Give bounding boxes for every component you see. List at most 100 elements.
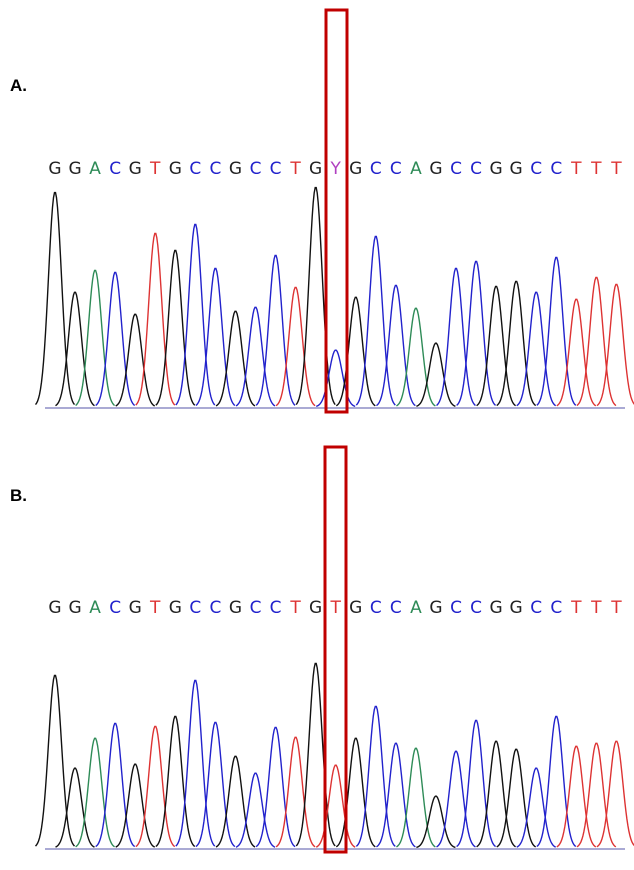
- trace-peak: [34, 674, 76, 847]
- base-call: C: [209, 598, 221, 618]
- trace-peak: [516, 767, 557, 848]
- base-call: A: [89, 598, 101, 618]
- trace-peak: [476, 285, 517, 407]
- base-call: A: [89, 159, 101, 179]
- trace-peak: [335, 296, 376, 407]
- trace-peak: [175, 679, 216, 847]
- trace-peak: [436, 267, 476, 407]
- traces: G G A C G T G C C G C C T G Y G C C A G C C G G C C T T TG G A C G T G C C G C…: [34, 159, 634, 850]
- base-call: G: [510, 159, 523, 179]
- base-call: C: [109, 598, 121, 618]
- trace-peak: [496, 748, 537, 848]
- trace-peak: [436, 750, 476, 848]
- base-call: C: [450, 598, 462, 618]
- trace-peak: [155, 249, 196, 406]
- trace-peak: [135, 725, 176, 848]
- base-call: G: [169, 159, 182, 179]
- base-call: T: [149, 598, 161, 618]
- base-call: C: [390, 598, 402, 618]
- base-call: T: [289, 159, 301, 179]
- base-call: C: [109, 159, 121, 179]
- trace-peak: [396, 307, 436, 407]
- base-call: C: [250, 598, 262, 618]
- base-call: G: [309, 598, 322, 618]
- trace-peak: [95, 271, 136, 407]
- base-call: C: [270, 159, 282, 179]
- trace-peak: [396, 747, 436, 848]
- trace-peak: [456, 719, 497, 848]
- trace-peak: [115, 763, 156, 848]
- trace-peak: [355, 235, 396, 406]
- trace-peak: [215, 310, 256, 407]
- trace-peak: [34, 191, 76, 406]
- base-call: G: [429, 598, 442, 618]
- trace-peak: [476, 740, 517, 848]
- base-call: T: [330, 598, 342, 618]
- base-call: G: [429, 159, 442, 179]
- base-call: C: [189, 159, 201, 179]
- base-call: A: [410, 159, 422, 179]
- highlight-box: [324, 8, 349, 414]
- trace-peak: [556, 745, 597, 848]
- trace-peak: [175, 223, 216, 406]
- base-call: C: [270, 598, 282, 618]
- base-call: C: [530, 159, 542, 179]
- base-call: C: [470, 598, 482, 618]
- trace-peak: [195, 721, 236, 848]
- panel-label: B.: [10, 486, 27, 505]
- trace-peak: [355, 705, 396, 847]
- base-call: C: [370, 598, 382, 618]
- trace-peak: [95, 722, 136, 848]
- trace-peak: [315, 349, 356, 408]
- trace-peak: [576, 276, 617, 407]
- base-call: G: [229, 159, 242, 179]
- base-call: C: [550, 598, 562, 618]
- base-call: C: [189, 598, 201, 618]
- base-call: G: [349, 598, 362, 618]
- trace-peak: [596, 740, 634, 848]
- trace-peak: [235, 772, 276, 848]
- trace-peak: [275, 286, 316, 407]
- trace-peak: [135, 232, 176, 406]
- trace-peak: [516, 291, 557, 407]
- trace-peak: [596, 283, 634, 407]
- trace-peak: [235, 306, 276, 407]
- trace-peak: [255, 254, 296, 406]
- trace-peak: [55, 291, 95, 407]
- trace-peak: [215, 755, 256, 848]
- base-call: C: [530, 598, 542, 618]
- base-call: C: [250, 159, 262, 179]
- base-call: G: [349, 159, 362, 179]
- trace-peak: [315, 764, 356, 848]
- trace-peak: [536, 715, 577, 848]
- trace-peak: [556, 298, 597, 407]
- panel-label: A.: [10, 76, 27, 95]
- base-call: T: [570, 598, 582, 618]
- base-call: T: [610, 598, 622, 618]
- base-call: T: [289, 598, 301, 618]
- trace-peak: [416, 342, 456, 407]
- trace-peak: [75, 269, 116, 407]
- base-call: G: [229, 598, 242, 618]
- trace-peak: [456, 260, 497, 406]
- base-call: T: [149, 159, 161, 179]
- base-call: C: [470, 159, 482, 179]
- trace-peak: [55, 767, 95, 848]
- base-call: C: [209, 159, 221, 179]
- base-call: G: [129, 159, 142, 179]
- base-call: A: [410, 598, 422, 618]
- trace-peak: [195, 267, 236, 407]
- base-call: G: [490, 598, 503, 618]
- trace-peak: [376, 742, 416, 848]
- base-call: G: [490, 159, 503, 179]
- base-call: G: [48, 159, 61, 179]
- base-call: G: [510, 598, 523, 618]
- trace-peak: [255, 726, 296, 848]
- trace-peak: [536, 256, 577, 406]
- trace-peak: [335, 737, 376, 848]
- base-call: G: [309, 159, 322, 179]
- base-call: T: [590, 598, 602, 618]
- base-call: C: [450, 159, 462, 179]
- base-call: C: [550, 159, 562, 179]
